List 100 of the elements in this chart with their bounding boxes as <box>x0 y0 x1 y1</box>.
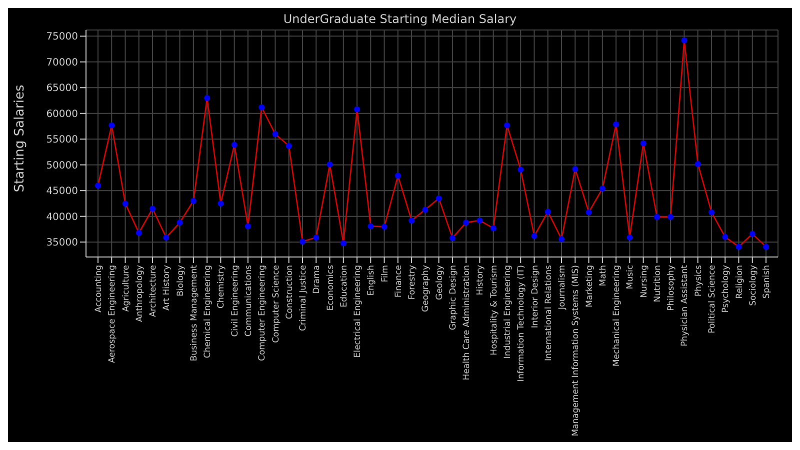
point <box>150 206 156 212</box>
point <box>722 234 728 240</box>
x-tick-label: Chemical Engineering <box>203 265 214 358</box>
point <box>544 208 551 215</box>
point <box>763 244 769 250</box>
point <box>258 104 265 110</box>
point <box>490 225 496 232</box>
point <box>354 106 360 112</box>
x-tick-label: Finance <box>394 265 404 298</box>
x-tick-label: Biology <box>176 265 186 296</box>
point <box>313 234 320 240</box>
x-tick-label: Spanish <box>762 265 772 299</box>
point <box>626 234 633 240</box>
y-axis-title: Starting Salaries <box>12 84 28 192</box>
x-tick-label: Economics <box>326 264 336 311</box>
x-tick-label: Nursing <box>639 265 650 298</box>
point <box>272 130 278 137</box>
x-tick-label: Health Care Administration <box>462 265 472 380</box>
x-tick-label: Computer Engineering <box>258 265 268 361</box>
x-tick-label: Business Management <box>189 264 200 362</box>
x-tick-label: Aerospace Engineering <box>108 265 118 364</box>
point <box>176 220 183 226</box>
point <box>736 244 742 250</box>
x-tick-label: Journalism <box>558 265 568 310</box>
point <box>299 238 306 245</box>
point <box>326 161 333 168</box>
point <box>218 200 224 206</box>
point <box>518 166 524 172</box>
point <box>190 198 196 204</box>
x-tick-label: Civil Engineering <box>230 265 240 337</box>
x-tick-label: History <box>476 265 486 296</box>
y-tick-label: 65000 <box>46 83 78 94</box>
point <box>408 217 415 224</box>
y-tick-label: 60000 <box>46 108 78 120</box>
point <box>681 37 688 44</box>
point <box>572 166 578 172</box>
x-tick-label: Agriculture <box>121 265 132 312</box>
x-tick-label: Drama <box>312 265 322 294</box>
y-tick-label: 45000 <box>46 186 78 198</box>
x-tick-label: Sociology <box>748 265 758 306</box>
point <box>668 214 674 220</box>
point <box>368 223 374 230</box>
x-tick-label: Art History <box>162 265 172 311</box>
point <box>122 200 128 206</box>
point <box>531 232 538 239</box>
point <box>95 182 101 188</box>
x-tick-label: Interior Design <box>530 265 540 328</box>
point <box>586 209 592 216</box>
point <box>286 142 292 149</box>
x-tick-label: Hospitality & Tourism <box>489 265 500 356</box>
x-tick-label: Geology <box>434 265 445 300</box>
x-tick-label: Math <box>598 265 608 286</box>
point <box>640 140 646 146</box>
x-tick-label: Architecture <box>148 265 159 318</box>
x-tick-label: Construction <box>284 265 295 320</box>
x-tick-label: Industrial Engineering <box>503 265 514 359</box>
point <box>654 214 660 220</box>
point <box>231 142 238 148</box>
point <box>599 186 606 192</box>
point <box>422 206 428 213</box>
x-tick-label: Information Technology (IT) <box>516 265 527 382</box>
x-tick-label: Forestry <box>408 265 418 300</box>
x-tick-label: Psychology <box>721 265 732 313</box>
x-tick-label: Political Science <box>708 265 718 334</box>
x-tick-label: Religion <box>734 265 745 299</box>
x-tick-label: Accounting <box>94 265 104 312</box>
x-tick-label: Geography <box>421 265 432 312</box>
x-tick-label: Management Information Systems (MIS) <box>571 265 582 436</box>
point <box>108 122 115 128</box>
point <box>204 94 210 101</box>
x-tick-label: Education <box>339 265 350 308</box>
point <box>504 122 510 128</box>
x-tick-label: Criminal Justice <box>298 265 309 332</box>
x-tick-label: Graphic Design <box>448 265 458 330</box>
point <box>163 234 170 240</box>
point <box>749 230 756 237</box>
x-tick-label: English <box>366 265 377 296</box>
point <box>394 172 401 179</box>
x-tick-label: Marketing <box>584 265 595 308</box>
x-tick-label: Mechanical Engineering <box>612 265 622 367</box>
x-tick-label: Communications <box>244 264 254 336</box>
x-tick-label: International Relations <box>544 264 554 361</box>
point <box>381 224 388 230</box>
point <box>463 220 470 226</box>
point <box>708 209 714 216</box>
point <box>436 195 442 202</box>
x-tick-label: Physics <box>694 264 704 296</box>
point <box>340 240 346 246</box>
y-tick-label: 70000 <box>46 57 78 68</box>
x-tick-label: Physician Assistant <box>680 264 690 346</box>
y-tick-label: 55000 <box>46 134 78 146</box>
x-tick-label: Electrical Engineering <box>353 265 364 358</box>
x-tick-label: Anthropology <box>134 265 145 322</box>
point <box>244 223 251 230</box>
x-tick-label: Philosophy <box>666 265 677 311</box>
x-tick-label: Film <box>380 265 390 282</box>
x-tick-label: Nutrition <box>652 265 663 302</box>
point <box>694 160 701 167</box>
point <box>136 230 142 236</box>
y-tick-label: 40000 <box>46 212 78 223</box>
